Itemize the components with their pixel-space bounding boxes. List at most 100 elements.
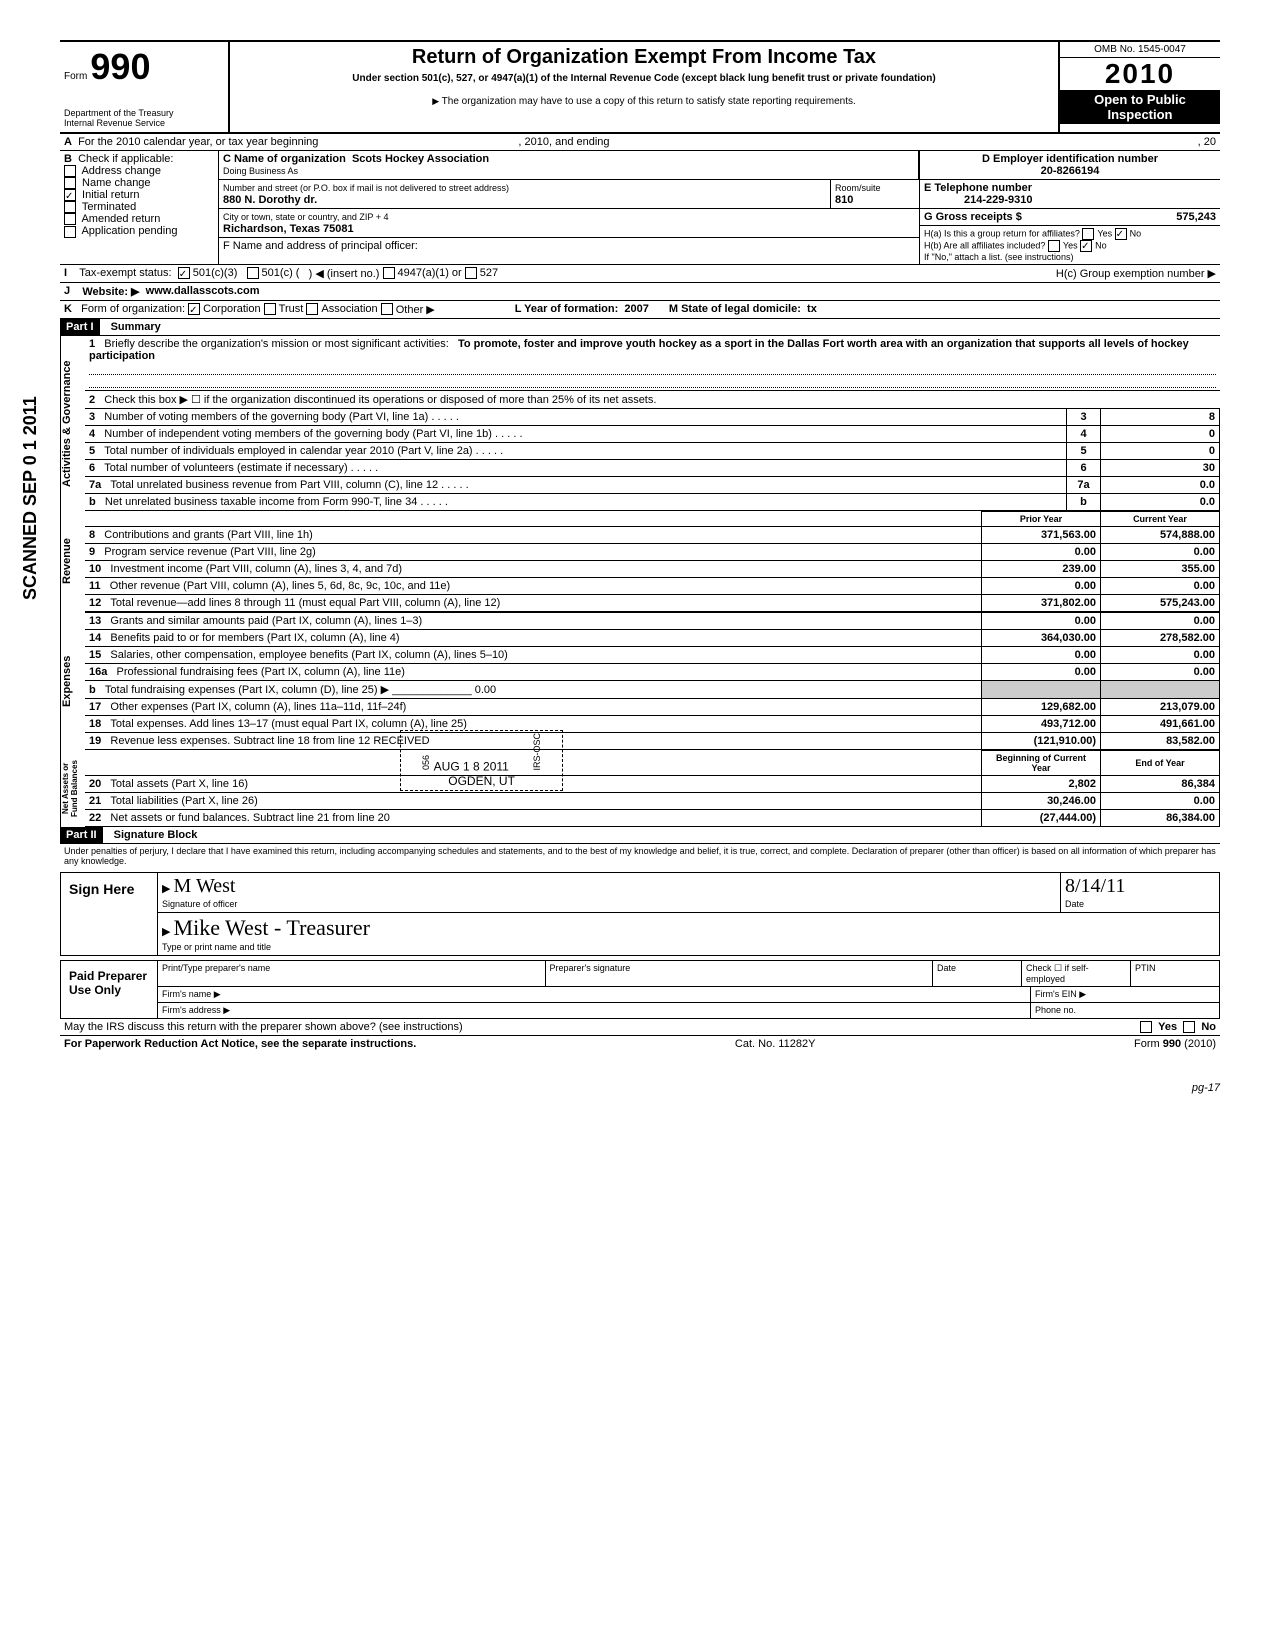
table-revenue: Prior YearCurrent Year8 Contributions an… <box>85 511 1220 612</box>
stamp-loc: OGDEN, UT <box>421 774 542 788</box>
ha-no-checkbox[interactable] <box>1115 228 1127 240</box>
inspection: Inspection <box>1107 107 1172 122</box>
vlabel-net: Net Assets or Fund Balances <box>60 750 85 827</box>
cat-no: Cat. No. 11282Y <box>735 1038 816 1050</box>
section-revenue: Revenue Prior YearCurrent Year8 Contribu… <box>60 511 1220 612</box>
line2-text: Check this box ▶ ☐ if the organization d… <box>104 394 656 406</box>
line-k: K Form of organization: Corporation Trus… <box>60 301 1220 319</box>
part1-title: Part I <box>60 319 100 335</box>
declaration: Under penalties of perjury, I declare th… <box>60 844 1220 868</box>
officer-signature: M West <box>174 875 236 897</box>
no-label3: No <box>1201 1021 1216 1033</box>
copy-note: The organization may have to use a copy … <box>234 96 1054 107</box>
opt-4947: 4947(a)(1) or <box>398 267 462 280</box>
section-net-assets: Net Assets or Fund Balances Beginning of… <box>60 750 1220 827</box>
gross-receipts: 575,243 <box>1176 211 1216 223</box>
website-url: www.dallasscots.com <box>146 285 260 298</box>
b-opt-0-checkbox[interactable] <box>64 165 76 177</box>
ptin-col: PTIN <box>1131 961 1219 986</box>
b-opt-3-checkbox[interactable] <box>64 201 76 213</box>
b-opt-5-checkbox[interactable] <box>64 226 76 238</box>
main-title: Return of Organization Exempt From Incom… <box>234 46 1054 69</box>
trust-checkbox[interactable] <box>264 303 276 315</box>
omb-number: OMB No. 1545-0047 <box>1060 42 1220 58</box>
discuss-no-checkbox[interactable] <box>1183 1021 1195 1033</box>
ein: 20-8266194 <box>1041 165 1100 177</box>
section-d-h: D Employer identification number20-82661… <box>919 151 1220 264</box>
line1: 1 Briefly describe the organization's mi… <box>85 336 1220 391</box>
room-label: Room/suite <box>835 183 881 193</box>
b-opt-4-checkbox[interactable] <box>64 213 76 225</box>
line-a-text: For the 2010 calendar year, or tax year … <box>78 136 318 148</box>
vlabel-revenue: Revenue <box>60 511 85 612</box>
part1-header: Part I Summary <box>60 319 1220 336</box>
opt-501c3: 501(c)(3) <box>193 267 238 280</box>
part2-header: Part II Signature Block <box>60 827 1220 844</box>
discuss-yes-checkbox[interactable] <box>1140 1021 1152 1033</box>
open-public: Open to Public <box>1094 92 1186 107</box>
yes-label2: Yes <box>1063 240 1078 250</box>
hb-no-checkbox[interactable] <box>1080 240 1092 252</box>
corp-label: Corporation <box>203 303 260 316</box>
501c3-checkbox[interactable] <box>178 267 190 279</box>
paperwork-notice: For Paperwork Reduction Act Notice, see … <box>64 1038 416 1050</box>
yes-label3: Yes <box>1158 1021 1177 1033</box>
vlabel-activities: Activities & Governance <box>60 336 85 511</box>
room-suite: 810 <box>835 194 853 206</box>
d-label: D Employer identification number <box>982 153 1158 165</box>
line-i: I Tax-exempt status: 501(c)(3) 501(c) ( … <box>60 265 1220 283</box>
stamp-056: 056 <box>421 755 431 770</box>
no-label2: No <box>1095 240 1107 250</box>
vlabel-expenses: Expenses <box>60 612 85 750</box>
table-activities: 3 Number of voting members of the govern… <box>85 408 1220 511</box>
irs-stamp: 056 AUG 1 8 2011 IRS-OSC OGDEN, UT <box>400 730 563 791</box>
tax-exempt-label: Tax-exempt status: <box>79 267 171 280</box>
paid-preparer-block: Paid Preparer Use Only Print/Type prepar… <box>60 960 1220 1019</box>
subtitle: Under section 501(c), 527, or 4947(a)(1)… <box>234 73 1054 84</box>
sign-here-label: Sign Here <box>61 873 158 955</box>
form-label: Form <box>64 71 87 82</box>
trust-label: Trust <box>279 303 304 316</box>
corp-checkbox[interactable] <box>188 303 200 315</box>
section-b: B Check if applicable: Address change Na… <box>60 151 219 264</box>
part1-subtitle: Summary <box>111 321 161 333</box>
preparer-sig-col: Preparer's signature <box>546 961 934 986</box>
b-opt-1-checkbox[interactable] <box>64 177 76 189</box>
b-label: Check if applicable: <box>78 153 173 165</box>
insert-no: ) ◀ (insert no.) <box>309 267 380 280</box>
f-label: F Name and address of principal officer: <box>219 238 919 254</box>
hb-note: If "No," attach a list. (see instruction… <box>924 252 1073 262</box>
g-label: G Gross receipts $ <box>924 211 1022 223</box>
527-checkbox[interactable] <box>465 267 477 279</box>
table-net: Beginning of Current YearEnd of Year20 T… <box>85 750 1220 827</box>
preparer-date-col: Date <box>933 961 1022 986</box>
firm-name: Firm's name ▶ <box>158 987 1031 1002</box>
b-opt-2-checkbox[interactable] <box>64 189 76 201</box>
501c-checkbox[interactable] <box>247 267 259 279</box>
street-addr: 880 N. Dorothy dr. <box>223 194 317 206</box>
dept-treasury: Department of the Treasury Internal Reve… <box>64 108 224 128</box>
sign-here-block: Sign Here ▶ M WestSignature of officer 8… <box>60 872 1220 956</box>
line-j: J Website: ▶ www.dallasscots.com <box>60 283 1220 301</box>
sig-officer-label: Signature of officer <box>162 899 237 909</box>
hb-yes-checkbox[interactable] <box>1048 240 1060 252</box>
line-a-mid: , 2010, and ending <box>518 136 609 148</box>
form-number: 990 <box>90 46 150 87</box>
form-990-footer: Form 990 (2010) <box>1134 1038 1216 1050</box>
assoc-checkbox[interactable] <box>306 303 318 315</box>
part2-subtitle: Signature Block <box>114 829 198 841</box>
dba-label: Doing Business As <box>223 166 298 176</box>
4947-checkbox[interactable] <box>383 267 395 279</box>
section-expenses: Expenses 13 Grants and similar amounts p… <box>60 612 1220 750</box>
ha-yes-checkbox[interactable] <box>1082 228 1094 240</box>
line2: 2 Check this box ▶ ☐ if the organization… <box>85 391 1220 408</box>
phone-no: Phone no. <box>1031 1003 1219 1018</box>
tax-year: 2010 <box>1060 58 1220 90</box>
e-label: E Telephone number <box>924 182 1032 194</box>
section-b-h: B Check if applicable: Address change Na… <box>60 151 1220 265</box>
city-state: Richardson, Texas 75081 <box>223 223 354 235</box>
other-checkbox[interactable] <box>381 303 393 315</box>
telephone: 214-229-9310 <box>964 194 1033 206</box>
no-label: No <box>1130 228 1142 238</box>
table-expenses: 13 Grants and similar amounts paid (Part… <box>85 612 1220 750</box>
